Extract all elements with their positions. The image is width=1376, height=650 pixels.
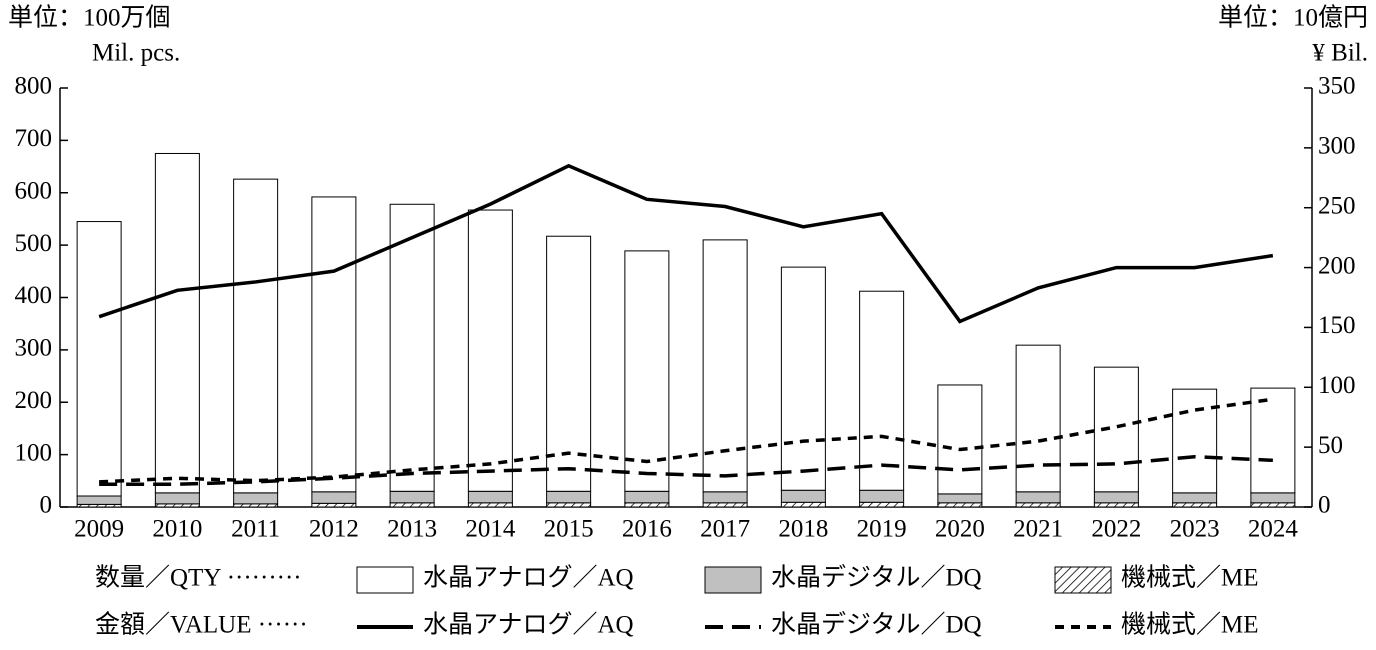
y2-tick-label: 200: [1318, 252, 1356, 279]
legend-swatch: [704, 566, 762, 594]
bar-segment: [624, 490, 670, 504]
bar-segment: [154, 152, 200, 494]
bar-segment: [1015, 344, 1061, 493]
bar-segment: [1093, 502, 1139, 508]
legend-label: 機械式／ME: [1121, 564, 1259, 592]
legend-label: 水晶デジタル／DQ: [771, 564, 982, 592]
legend-swatch: [1054, 566, 1112, 594]
legend-row-label: 数量／QTY ·········: [95, 564, 302, 592]
bar-segment: [311, 502, 357, 508]
bar-segment: [311, 491, 357, 504]
bar-segment: [1250, 492, 1296, 504]
bar-segment: [859, 290, 905, 491]
legend-label: 機械式／ME: [1121, 611, 1259, 639]
bar-segment: [546, 235, 592, 492]
legend-swatch: [356, 566, 414, 594]
y-tick-label: 700: [15, 125, 53, 152]
x-tick-label: 2020: [935, 516, 985, 543]
x-tick-label: 2016: [622, 516, 672, 543]
y-tick-label: 800: [15, 73, 53, 100]
bar-segment: [624, 250, 670, 492]
bar-segment: [1015, 502, 1061, 508]
x-tick-label: 2023: [1170, 516, 1220, 543]
bar-segment: [154, 492, 200, 505]
x-tick-label: 2018: [778, 516, 828, 543]
bar-segment: [1015, 491, 1061, 504]
bar-segment: [311, 196, 357, 493]
bar-segment: [937, 493, 983, 504]
bar-segment: [1172, 388, 1218, 494]
x-tick-label: 2012: [309, 516, 359, 543]
bar-segment: [233, 178, 279, 494]
legend-row-label: 金額／VALUE ······: [95, 611, 308, 639]
bar-segment: [546, 502, 592, 508]
bar-segment: [1250, 502, 1296, 508]
legend-label: 水晶デジタル／DQ: [771, 611, 982, 639]
y2-tick-label: 350: [1318, 73, 1356, 100]
bar-segment: [859, 489, 905, 503]
x-tick-label: 2022: [1091, 516, 1141, 543]
bar-segment: [780, 501, 826, 508]
bar-segment: [937, 384, 983, 495]
bar-segment: [467, 490, 513, 504]
x-tick-label: 2011: [231, 516, 280, 543]
line-series: [98, 163, 1274, 324]
bar-segment: [780, 266, 826, 491]
y-tick-label: 200: [15, 387, 53, 414]
bar-segment: [859, 501, 905, 508]
x-tick-label: 2017: [700, 516, 750, 543]
x-tick-label: 2009: [74, 516, 124, 543]
y-tick-label: 0: [40, 492, 53, 519]
y-tick-label: 500: [15, 230, 53, 257]
bar-segment: [76, 495, 122, 505]
legend-label: 水晶アナログ／AQ: [423, 564, 634, 592]
x-tick-label: 2019: [857, 516, 907, 543]
bar-segment: [546, 490, 592, 504]
bar-segment: [1172, 492, 1218, 504]
y2-tick-label: 0: [1318, 492, 1331, 519]
y-unit: 単位：100万個: [8, 4, 171, 32]
bar-segment: [389, 203, 435, 492]
x-tick-label: 2013: [387, 516, 437, 543]
y-unit-en: Mil. pcs.: [92, 40, 180, 67]
y-tick-label: 300: [15, 335, 53, 362]
bar-segment: [76, 221, 122, 497]
bar-segment: [1093, 366, 1139, 493]
x-tick-label: 2014: [465, 516, 516, 543]
bar-segment: [702, 502, 748, 508]
legend-label: 水晶アナログ／AQ: [423, 611, 634, 639]
bar-segment: [233, 492, 279, 505]
y-tick-label: 600: [15, 177, 53, 204]
y2-tick-label: 250: [1318, 192, 1356, 219]
bar-segment: [780, 489, 826, 503]
x-tick-label: 2024: [1248, 516, 1299, 543]
bar-segment: [389, 490, 435, 504]
bar-segment: [937, 502, 983, 508]
bar-segment: [702, 491, 748, 504]
x-tick-label: 2015: [544, 516, 594, 543]
bar-segment: [1250, 387, 1296, 494]
y2-tick-label: 50: [1318, 432, 1343, 459]
line-series: [99, 397, 1274, 484]
y2-tick-label: 100: [1318, 372, 1356, 399]
y-tick-label: 100: [15, 439, 53, 466]
x-tick-label: 2010: [152, 516, 202, 543]
y2-unit: 単位：10億円: [1218, 4, 1368, 32]
y-tick-label: 400: [15, 282, 53, 309]
bar-segment: [1172, 502, 1218, 508]
bar-segment: [624, 502, 670, 508]
bar-segment: [389, 502, 435, 508]
y2-unit-en: ¥ Bil.: [1312, 40, 1368, 67]
x-tick-label: 2021: [1013, 516, 1063, 543]
bar-segment: [467, 502, 513, 508]
bar-segment: [1093, 491, 1139, 504]
y2-tick-label: 150: [1318, 312, 1356, 339]
bar-segment: [467, 209, 513, 492]
y2-tick-label: 300: [1318, 133, 1356, 160]
